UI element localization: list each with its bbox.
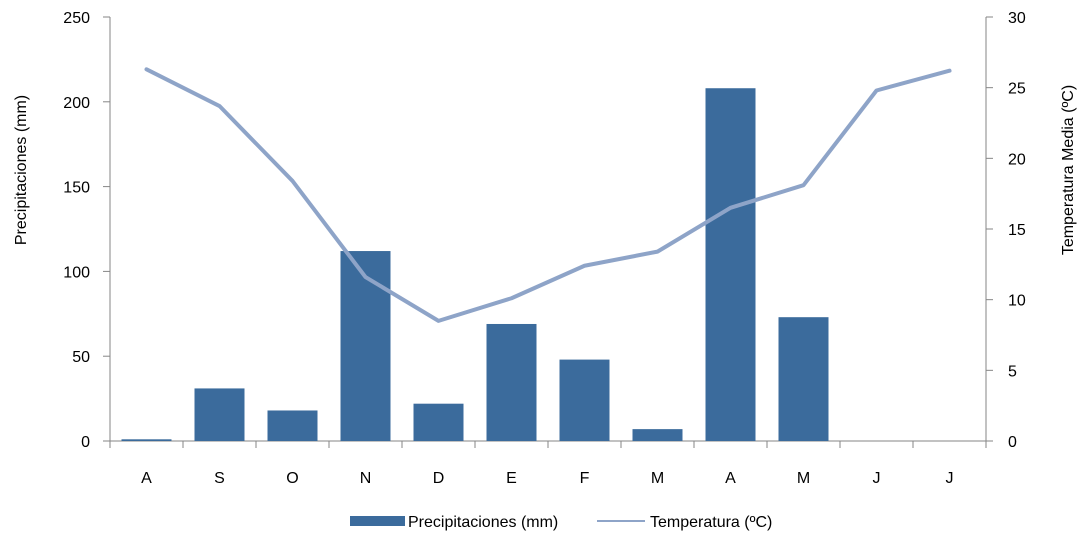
- x-tick-label: E: [506, 470, 517, 487]
- precip-bar: [778, 317, 829, 441]
- legend-label-bars: Precipitaciones (mm): [408, 514, 558, 531]
- y-tick-label: 200: [63, 95, 90, 112]
- precip-bar: [705, 88, 756, 442]
- precip-bar: [121, 439, 172, 441]
- x-tick-label: A: [725, 470, 736, 487]
- y-tick-label: 250: [63, 10, 90, 27]
- x-tick-label: N: [360, 470, 372, 487]
- y2-tick-label: 15: [1008, 222, 1026, 239]
- y2-tick-label: 0: [1008, 434, 1017, 451]
- x-tick-label: J: [946, 470, 954, 487]
- x-tick-label: M: [797, 470, 810, 487]
- y-tick-label: 0: [81, 434, 90, 451]
- x-tick-label: A: [141, 470, 152, 487]
- y2-tick-label: 20: [1008, 151, 1026, 168]
- y2-tick-label: 25: [1008, 81, 1026, 98]
- precip-bar: [413, 403, 464, 441]
- tick-labels: 0 50 100 150 200 250 0 5 10 15 20 25 30 A S O N D E F M A M J J: [63, 10, 1026, 487]
- y2-axis-label: Temperatura Media (ºC): [1060, 85, 1077, 255]
- precip-bar: [194, 388, 245, 441]
- legend: Precipitaciones (mm) Temperatura (ºC): [350, 514, 772, 531]
- y2-tick-label: 10: [1008, 293, 1026, 310]
- y-tick-label: 50: [72, 349, 90, 366]
- y2-tick-label: 5: [1008, 363, 1017, 380]
- bar-series: [121, 88, 829, 442]
- line-series: [144, 67, 952, 323]
- x-tick-label: F: [580, 470, 590, 487]
- y2-tick-label: 30: [1008, 10, 1026, 27]
- x-tick-label: O: [286, 470, 298, 487]
- precip-bar: [559, 359, 610, 441]
- precip-bar: [486, 323, 537, 441]
- y-axis-label: Precipitaciones (mm): [13, 95, 30, 245]
- y-tick-label: 100: [63, 264, 90, 281]
- precip-bar: [340, 251, 391, 441]
- legend-label-line: Temperatura (ºC): [650, 514, 772, 531]
- x-tick-label: J: [873, 470, 881, 487]
- x-tick-label: S: [214, 470, 225, 487]
- x-tick-label: D: [433, 470, 445, 487]
- x-tick-label: M: [651, 470, 664, 487]
- temperature-line: [144, 67, 952, 323]
- y-tick-label: 150: [63, 180, 90, 197]
- legend-swatch-bars: [350, 516, 405, 526]
- precip-bar: [267, 410, 318, 441]
- axes: [103, 16, 993, 448]
- precip-bar: [632, 429, 683, 441]
